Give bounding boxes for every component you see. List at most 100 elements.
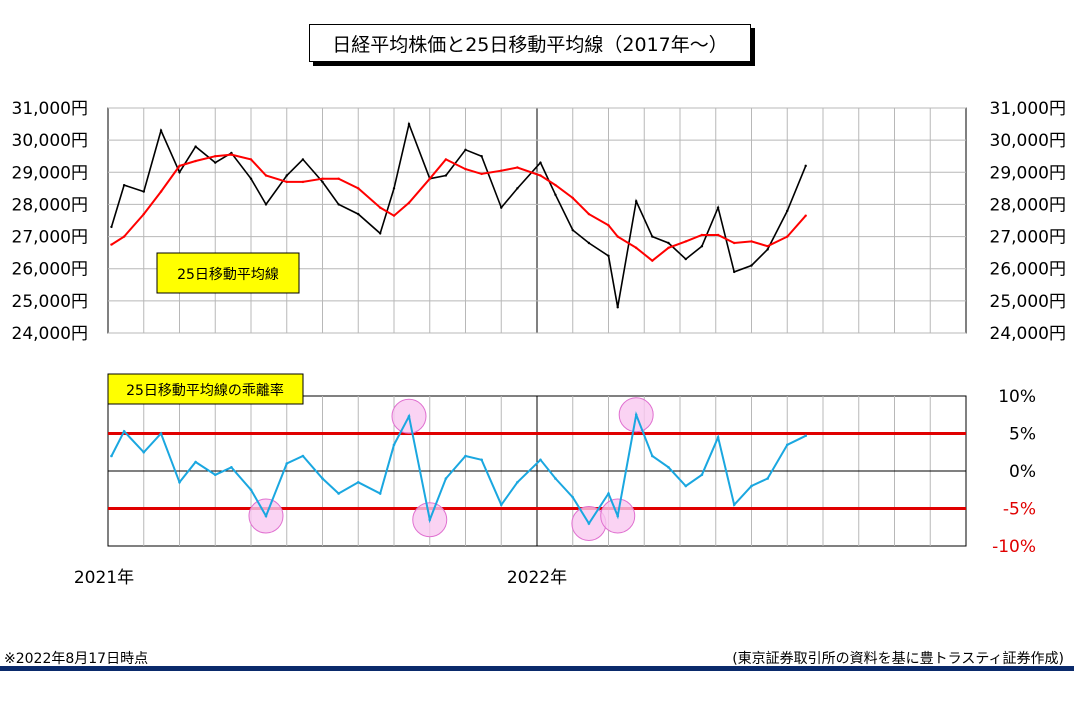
ma25-point [700,233,704,237]
price-point [194,145,197,148]
deviation-point [616,514,620,518]
price-point [607,254,610,258]
ma25-point [122,235,126,238]
x-tick-label: 2022年 [507,568,567,588]
deviation-point [785,443,789,447]
price-point [500,206,503,209]
ma25-point [571,196,574,200]
price-point [407,122,411,126]
deviation-point [587,522,591,525]
y-tick-label-left: 28,000円 [12,195,88,215]
y-tick-label-right: 31,000円 [990,99,1066,119]
deviation-point [407,414,411,418]
ma25-point [285,180,288,184]
deviation-point [667,465,670,469]
price-point [321,180,324,184]
y-tick-label-left: 29,000円 [12,163,88,183]
ma25-point [230,153,233,156]
price-point [716,206,720,209]
deviation-point [428,518,432,522]
deviation-point [716,435,720,439]
ma25-point [500,169,503,172]
deviation-plot-area: 10% 5% 0% -5% -10% 25日移動平均線の乖離率 [107,373,1036,557]
chart-title: 日経平均株価と25日移動平均線（2017年～） [309,24,751,62]
ma25-point [587,212,591,216]
ma25-point [321,177,324,180]
deviation-point [634,413,638,417]
deviation-point [213,473,217,477]
deviation-point [804,434,808,438]
price-point [554,193,557,196]
ma25-point [804,214,807,217]
ma25-point [464,167,467,171]
ma25-point [301,180,305,184]
price-point [122,183,126,187]
y-tick-label-right: 28,000円 [990,195,1066,215]
y-tick-label-left: 24,000円 [12,324,88,344]
ma25-point [539,174,542,177]
deviation-point [122,429,126,433]
y-tick-label-right: 27,000円 [990,228,1066,248]
y-tick-label-left: 26,000円 [12,260,88,280]
price-point [766,248,769,251]
price-point [516,187,519,190]
deviation-point [159,432,163,435]
ma25-point [651,259,654,262]
y-tick-label-left: 31,000円 [12,99,88,119]
ma25-point [110,243,113,246]
price-point [651,235,654,238]
deviation-point [230,465,233,469]
y-tick-label-left: 27,000円 [12,228,88,248]
ma25-point [634,246,638,250]
ma25-point [337,177,340,180]
price-point [750,264,753,267]
deviation-point [554,477,557,480]
ma25-point [716,233,720,237]
deviation-point [321,477,324,480]
ma25-point [733,241,736,245]
price-point [634,200,638,203]
price-point [587,241,591,245]
ma25-point [264,174,268,177]
price-point [159,129,163,132]
y-tick-label-right: 25,000円 [990,292,1066,312]
price-point [142,190,145,193]
bottom-accent-bar [0,666,1074,671]
ma25-point [357,187,360,190]
deviation-point [285,462,289,465]
deviation-point [732,503,736,507]
y-tick-label-right: 26,000円 [990,260,1066,280]
y-tick-label-right: 30,000円 [990,131,1066,151]
deviation-point [499,503,503,507]
ma25-point [392,214,396,217]
deviation-point [607,492,610,495]
y-tick-label-left: 25,000円 [12,292,88,312]
price-point [804,164,807,168]
ma25-label: 25日移動平均線 [177,267,279,283]
deviation-point [356,480,360,484]
price-point [378,232,382,235]
ma25-point [214,155,217,158]
deviation-label: 25日移動平均線の乖離率 [126,382,284,399]
footnote-source: (東京証券取引所の資料を基に豊トラスティ証券作成) [732,651,1064,667]
price-point [700,245,704,248]
ma25-point [667,246,670,250]
deviation-point [464,454,467,458]
y-tick-label-left: 30,000円 [12,131,88,151]
price-point [178,171,181,174]
y-tick-label-right: 0% [1009,462,1036,482]
deviation-point [178,480,181,484]
price-point [337,203,340,206]
deviation-point [684,484,688,488]
price-point [357,212,360,216]
price-point [464,148,467,151]
ma25-point [516,166,519,169]
ma25-point [142,212,145,216]
ma25-point [766,245,769,248]
deviation-point [301,454,305,458]
deviation-label-box [107,373,304,405]
price-point [571,228,574,232]
price-point [285,174,288,177]
deviation-point [516,480,519,484]
price-point [616,306,619,309]
